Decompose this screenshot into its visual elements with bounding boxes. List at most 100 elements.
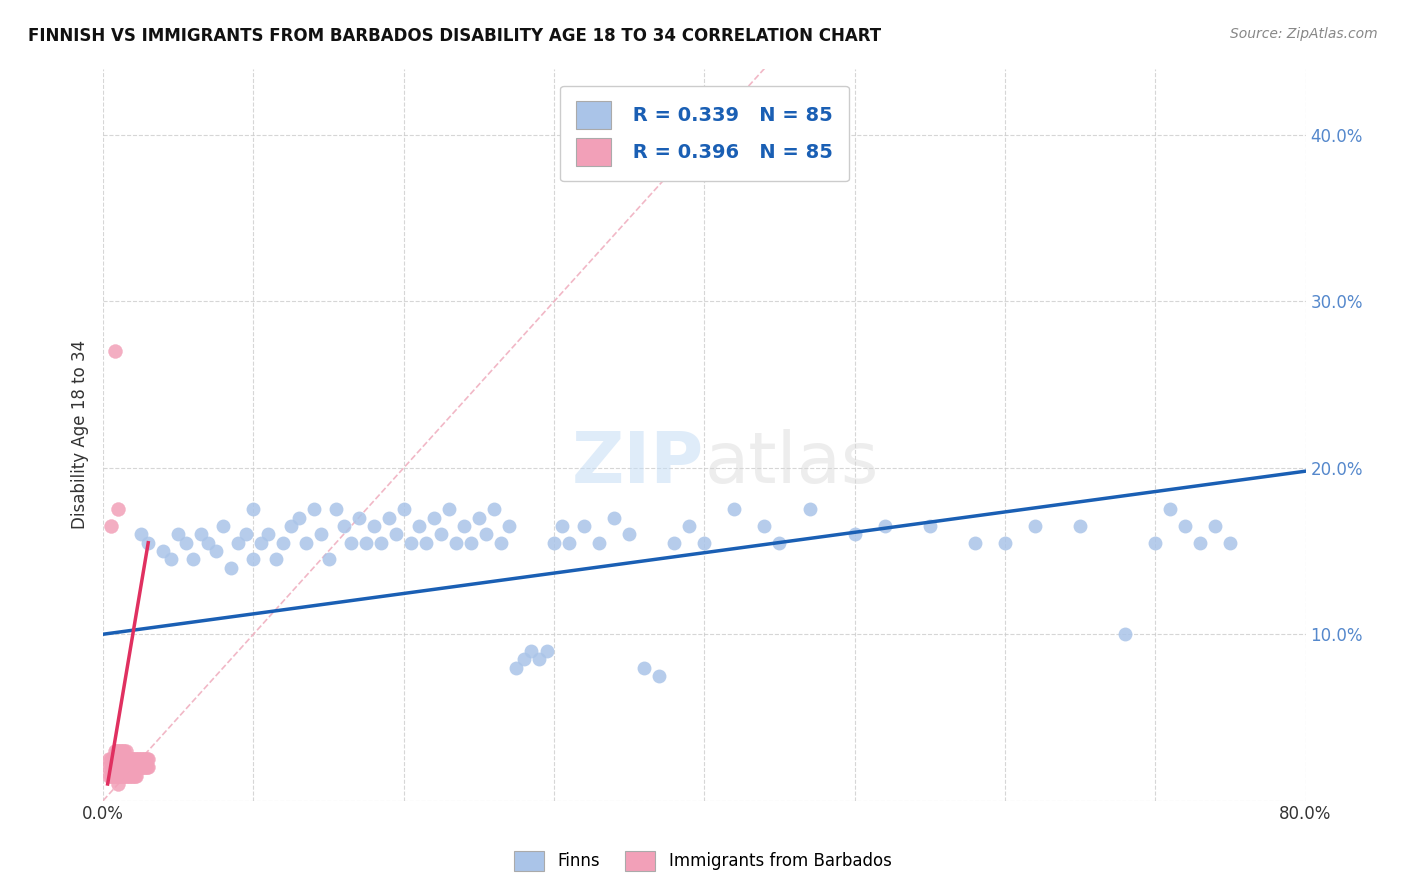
Point (107, 777, 129, 791)
Point (101, 769, 124, 783)
Point (104, 769, 127, 783)
Point (104, 760, 127, 774)
Y-axis label: Disability Age 18 to 34: Disability Age 18 to 34 (72, 340, 89, 529)
Point (505, 660, 527, 674)
Point (98, 752, 121, 766)
Point (118, 752, 141, 766)
Point (135, 752, 157, 766)
Point (197, 535, 219, 549)
Point (118, 760, 141, 774)
Point (754, 519, 776, 533)
Point (347, 510, 370, 524)
Point (1189, 535, 1212, 549)
Point (100, 760, 122, 774)
Point (482, 502, 505, 516)
Point (124, 769, 146, 783)
Point (114, 744, 136, 758)
Point (115, 752, 138, 766)
Point (129, 527, 152, 541)
Point (103, 752, 125, 766)
Point (136, 760, 159, 774)
Point (550, 519, 572, 533)
Point (136, 535, 159, 549)
Point (242, 552, 264, 566)
Point (302, 502, 325, 516)
Point (122, 769, 145, 783)
Point (1069, 519, 1091, 533)
Point (799, 502, 821, 516)
Point (498, 519, 520, 533)
Point (527, 652, 550, 666)
Point (446, 535, 468, 549)
Point (430, 527, 453, 541)
Point (468, 510, 491, 524)
Point (190, 527, 212, 541)
Point (280, 519, 302, 533)
Point (103, 760, 125, 774)
Point (121, 760, 143, 774)
Point (385, 527, 408, 541)
Point (105, 752, 128, 766)
Point (918, 519, 941, 533)
Point (1159, 502, 1181, 516)
Point (122, 752, 145, 766)
Point (107, 769, 129, 783)
Point (104, 744, 127, 758)
Point (437, 502, 460, 516)
Point (572, 519, 595, 533)
Point (105, 769, 128, 783)
Point (125, 752, 148, 766)
Point (228, 535, 250, 549)
Point (108, 769, 131, 783)
Point (648, 669, 671, 683)
Point (257, 527, 280, 541)
Point (124, 752, 146, 766)
Point (112, 769, 135, 783)
Point (963, 535, 986, 549)
Point (167, 527, 190, 541)
Point (205, 544, 228, 558)
Point (370, 535, 392, 549)
Point (363, 519, 385, 533)
Point (423, 510, 446, 524)
Legend:  R = 0.339   N = 85,  R = 0.396   N = 85: R = 0.339 N = 85, R = 0.396 N = 85 (560, 86, 849, 181)
Point (107, 744, 129, 758)
Legend: Finns, Immigrants from Barbados: Finns, Immigrants from Barbados (506, 842, 900, 880)
Point (120, 760, 142, 774)
Point (678, 519, 700, 533)
Point (110, 760, 132, 774)
Point (664, 535, 686, 549)
Point (121, 752, 143, 766)
Point (250, 535, 273, 549)
Point (114, 760, 136, 774)
Point (112, 752, 135, 766)
Point (122, 760, 145, 774)
Point (491, 535, 513, 549)
Point (108, 752, 131, 766)
Point (112, 760, 135, 774)
Point (125, 760, 148, 774)
Point (212, 519, 235, 533)
Point (132, 760, 155, 774)
Point (174, 535, 197, 549)
Point (536, 644, 558, 658)
Point (617, 527, 640, 541)
Point (1114, 627, 1136, 641)
Point (105, 760, 128, 774)
Point (159, 552, 181, 566)
Point (332, 519, 354, 533)
Point (127, 760, 149, 774)
Point (513, 652, 536, 666)
Point (1204, 519, 1226, 533)
Point (287, 510, 309, 524)
Point (97, 760, 120, 774)
Point (111, 744, 134, 758)
Point (120, 769, 142, 783)
Point (100, 519, 122, 533)
Point (110, 769, 132, 783)
Point (132, 752, 155, 766)
Text: atlas: atlas (704, 429, 879, 499)
Text: ZIP: ZIP (572, 429, 704, 499)
Point (354, 535, 377, 549)
Point (453, 519, 475, 533)
